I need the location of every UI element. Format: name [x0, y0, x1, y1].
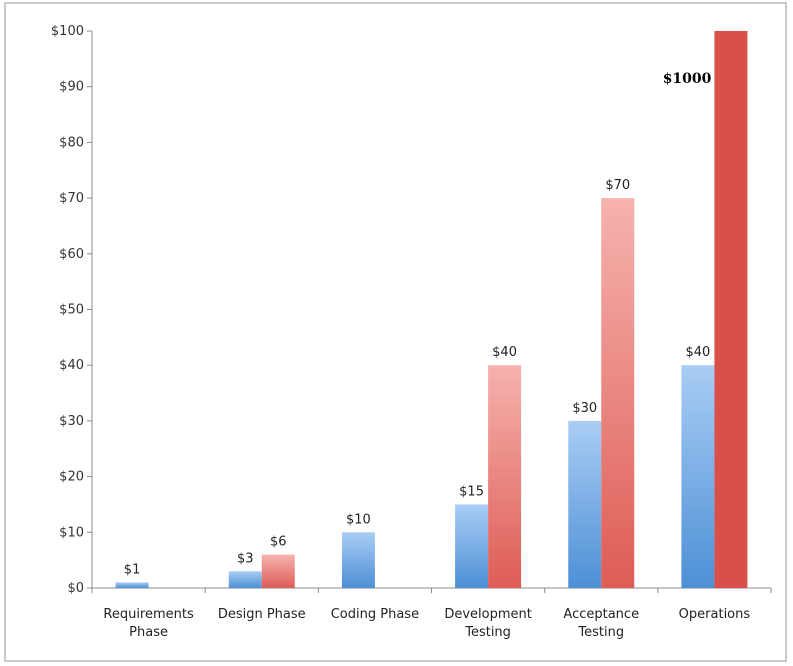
data-label: $1 — [124, 562, 141, 577]
bar-blue-1 — [228, 571, 262, 588]
bar-red-1 — [261, 554, 295, 588]
bar-blue-3 — [455, 504, 489, 588]
y-tick-label: $100 — [51, 24, 84, 39]
data-label-special: $1000 — [663, 71, 712, 87]
y-tick-label: $30 — [59, 414, 84, 429]
x-tick-label: Design Phase — [218, 607, 306, 622]
x-tick-label: Coding Phase — [331, 607, 419, 622]
bar-red-5 — [714, 31, 748, 588]
data-label: $6 — [270, 535, 287, 550]
data-label: $3 — [237, 551, 254, 566]
bar-red-3 — [488, 365, 522, 588]
x-tick-label: Requirements Phase — [103, 607, 194, 640]
bar-blue-4 — [568, 420, 602, 588]
x-tick-label: Operations — [679, 607, 751, 622]
y-tick-label: $90 — [59, 80, 84, 95]
y-tick-label: $20 — [59, 470, 84, 485]
data-label: $30 — [572, 401, 597, 416]
data-labels: $1 $3 $10 $15 $30 $40 $6 $40 $70 $1000 — [124, 71, 712, 577]
y-tick-label: $50 — [59, 303, 84, 318]
bar-blue-5 — [681, 365, 715, 588]
bars — [115, 31, 748, 588]
axes: $0 $10 $20 $30 $40 $50 $60 $70 $80 $90 $100 Require… — [51, 24, 772, 640]
y-tick-label: $0 — [67, 581, 84, 596]
y-tick-label: $40 — [59, 358, 84, 373]
data-label: $15 — [459, 484, 484, 499]
y-tick-label: $80 — [59, 135, 84, 150]
y-tick-label: $70 — [59, 191, 84, 206]
data-label: $40 — [492, 345, 517, 360]
chart-frame: $0 $10 $20 $30 $40 $50 $60 $70 $80 $90 $100 Require… — [4, 2, 787, 662]
x-tick-label: Acceptance Testing — [563, 607, 639, 640]
bar-blue-2 — [341, 532, 375, 588]
bar-blue-0 — [115, 582, 149, 588]
y-tick-label: $60 — [59, 247, 84, 262]
bar-red-4 — [601, 198, 635, 588]
y-tick-label: $10 — [59, 525, 84, 540]
data-label: $10 — [346, 512, 371, 527]
bar-chart: $0 $10 $20 $30 $40 $50 $60 $70 $80 $90 $100 Require… — [51, 24, 772, 640]
data-label: $70 — [605, 178, 630, 193]
data-label: $40 — [686, 345, 711, 360]
x-tick-label: Development Testing — [444, 607, 532, 640]
